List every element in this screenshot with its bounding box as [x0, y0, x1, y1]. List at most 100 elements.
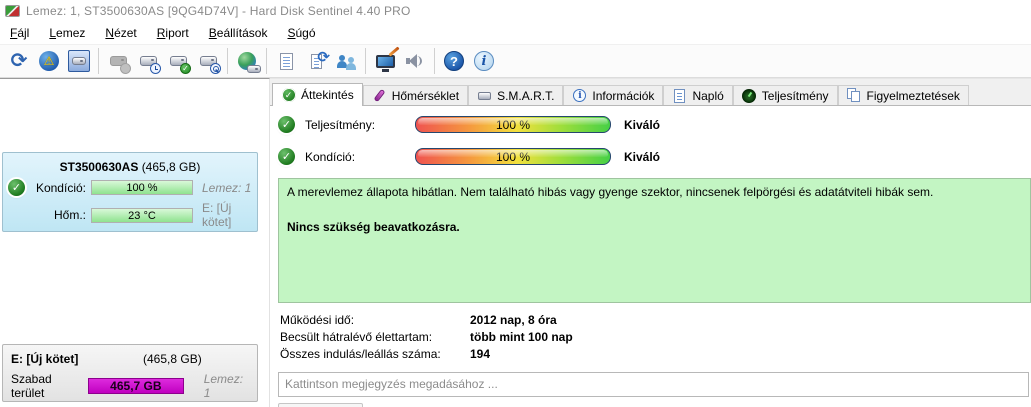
thermometer-icon: [373, 88, 386, 103]
status-advice: Nincs szükség beavatkozásra.: [287, 220, 460, 235]
partition-card-e[interactable]: E: [Új kötet] (465,8 GB) Szabad terület …: [2, 344, 258, 402]
toolbar-disk-test-button[interactable]: [163, 47, 193, 75]
tab-overview[interactable]: ✓ Áttekintés: [272, 83, 363, 106]
performance-row: ✓ Teljesítmény: 100 % Kiváló: [278, 116, 660, 133]
performance-rating: Kiváló: [624, 117, 661, 132]
volume-label: E: [Új kötet]: [202, 201, 232, 229]
content-area: ST3500630AS (465,8 GB) ✓ Kondíció: 100 %…: [0, 78, 1031, 407]
menu-report[interactable]: Riport: [156, 26, 189, 40]
toolbar-refresh-button[interactable]: ⟳: [4, 47, 34, 75]
check-circle-icon: ✓: [281, 88, 296, 102]
title-bar: Lemez: 1, ST3500630AS [9QG4D74V] - Hard …: [0, 0, 1031, 22]
condition-label: Kondíció:: [35, 180, 86, 195]
monitor-pen-icon: [375, 54, 395, 72]
partition-capacity: (465,8 GB): [143, 352, 202, 366]
stat-estimated-lifetime: Becsült hátralévő élettartam: több mint …: [280, 330, 573, 344]
menu-file[interactable]: Fájl: [10, 26, 30, 40]
tab-information[interactable]: i Információk: [563, 85, 664, 105]
status-text-box: A merevlemez állapota hibátlan. Nem talá…: [278, 178, 1031, 303]
speaker-icon: [406, 54, 424, 68]
disk-card-st3500630as[interactable]: ST3500630AS (465,8 GB) ✓ Kondíció: 100 %…: [2, 152, 258, 232]
temperature-bar: 23 °C: [91, 207, 193, 223]
info-bubble-icon: i: [573, 89, 587, 102]
stat-start-stop-count: Összes indulás/leállás száma: 194: [280, 347, 491, 361]
document-icon: [674, 88, 686, 103]
toolbar-network-disk-button[interactable]: [232, 47, 262, 75]
tab-performance[interactable]: Teljesítmény: [732, 85, 838, 105]
toolbar-users-button[interactable]: [331, 47, 361, 75]
toolbar-separator: [365, 48, 366, 74]
main-panel: ✓ Áttekintés Hőmérséklet S.M.A.R.T. i In…: [270, 78, 1031, 407]
toolbar-separator: [227, 48, 228, 74]
partial-button[interactable]: [278, 403, 363, 407]
menu-disk[interactable]: Lemez: [49, 26, 86, 40]
statistics-block: Működési idő: 2012 nap, 8 óra Becsült há…: [280, 312, 573, 363]
disk-check-icon: [169, 56, 187, 66]
performance-label: Teljesítmény:: [305, 117, 376, 132]
pages-icon: [847, 88, 861, 103]
toolbar-desktop-button[interactable]: [370, 46, 400, 75]
help-icon: ?: [444, 51, 464, 71]
sync-icon: [310, 53, 322, 69]
health-ok-icon: ✓: [8, 179, 25, 196]
condition-bar: 100 %: [91, 180, 193, 195]
report-icon: [279, 52, 293, 70]
toolbar-report-button[interactable]: [271, 47, 301, 75]
warning-icon: ⚠: [39, 51, 59, 71]
comment-input[interactable]: Kattintson megjegyzés megadásához ...: [278, 372, 1029, 397]
toolbar-separator: [98, 48, 99, 74]
disk-search-icon: [199, 56, 217, 66]
info-icon: i: [474, 51, 494, 71]
condition-bar: 100 %: [415, 148, 611, 165]
menu-help[interactable]: Súgó: [287, 26, 316, 40]
performance-bar: 100 %: [415, 116, 611, 133]
toolbar-separator: [434, 48, 435, 74]
toolbar-disk-disabled-button: [103, 47, 133, 75]
toolbar: ⟳ ⚠ ⟳ ? i: [0, 44, 1031, 78]
partition-disk-number: Lemez: 1: [203, 372, 244, 400]
tab-smart[interactable]: S.M.A.R.T.: [468, 85, 564, 105]
menu-view[interactable]: Nézet: [105, 26, 137, 40]
temperature-label: Hőm.:: [53, 208, 86, 222]
disk-icon: [478, 91, 492, 100]
disk-number-label: Lemez: 1: [202, 180, 252, 195]
toolbar-info-button[interactable]: i: [469, 47, 499, 75]
stat-power-on-time: Működési idő: 2012 nap, 8 óra: [280, 313, 557, 327]
toolbar-problems-button[interactable]: ⚠: [34, 47, 64, 75]
menu-settings[interactable]: Beállítások: [208, 26, 268, 40]
disk-temperature-row: Hőm.: 23 °C E: [Új kötet]: [3, 201, 257, 229]
status-text: A merevlemez állapota hibátlan. Nem talá…: [287, 185, 934, 199]
refresh-icon: ⟳: [10, 50, 28, 72]
disk-model: ST3500630AS: [59, 160, 139, 174]
toolbar-separator: [266, 48, 267, 74]
menu-bar: Fájl Lemez Nézet Riport Beállítások Súgó: [0, 22, 1031, 44]
condition-ok-icon: ✓: [278, 148, 295, 165]
performance-ok-icon: ✓: [278, 116, 295, 133]
condition-label: Kondíció:: [305, 149, 356, 164]
window-title: Lemez: 1, ST3500630AS [9QG4D74V] - Hard …: [26, 4, 411, 18]
users-icon: [336, 52, 356, 70]
toolbar-disk-config-button[interactable]: [64, 47, 94, 75]
overview-page: ✓ Teljesítmény: 100 % Kiváló ✓ Kondíció:…: [270, 106, 1031, 407]
disk-gray-icon: [109, 56, 127, 66]
disk-condition-row: ✓ Kondíció: 100 % Lemez: 1: [3, 179, 257, 196]
toolbar-help-button[interactable]: ?: [439, 47, 469, 75]
free-space-label: Szabad terület: [11, 372, 52, 400]
tab-bar: ✓ Áttekintés Hőmérséklet S.M.A.R.T. i In…: [270, 83, 1031, 106]
condition-row: ✓ Kondíció: 100 % Kiváló: [278, 148, 660, 165]
disk-capacity: (465,8 GB): [141, 160, 201, 174]
toolbar-sounds-button[interactable]: [400, 47, 430, 75]
tab-temperature[interactable]: Hőmérséklet: [362, 85, 469, 105]
partition-free-row: Szabad terület 465,7 GB Lemez: 1: [3, 366, 257, 400]
tab-log[interactable]: Napló: [663, 85, 733, 105]
toolbar-sync-button[interactable]: ⟳: [301, 47, 331, 75]
free-space-bar: 465,7 GB: [88, 378, 184, 394]
disk-card-title: ST3500630AS (465,8 GB): [3, 153, 257, 174]
tab-alerts[interactable]: Figyelmeztetések: [837, 85, 969, 105]
toolbar-disk-schedule-button[interactable]: [133, 47, 163, 75]
toolbar-disk-surface-button[interactable]: [193, 47, 223, 75]
app-icon: [5, 5, 20, 17]
gauge-icon: [742, 88, 757, 103]
condition-rating: Kiváló: [624, 149, 661, 164]
disk-clock-icon: [139, 56, 157, 66]
